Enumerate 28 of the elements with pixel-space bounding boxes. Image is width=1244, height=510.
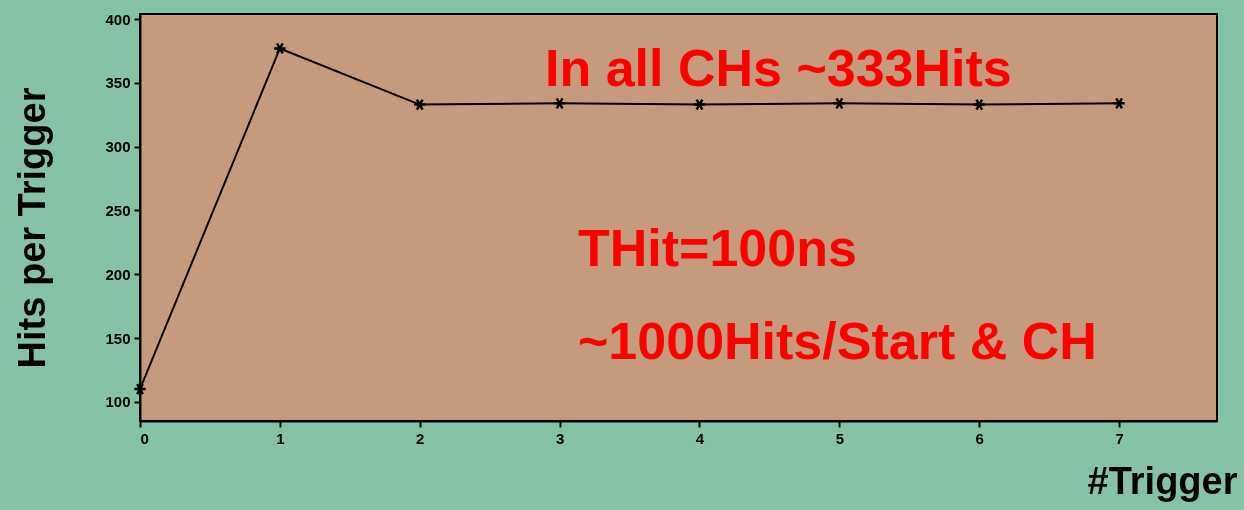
point [1112,97,1127,110]
annotation: THit=100ns [578,219,857,277]
y-tick-label: 400 [105,10,131,28]
y-tick-label: 300 [105,138,131,156]
x-tick-label: 5 [835,429,845,447]
x-tick-label: 4 [695,429,705,447]
annotation: ~1000Hits/Start & CH [578,312,1097,370]
point [412,98,427,111]
point [272,42,287,55]
point [133,382,147,396]
x-tick-label: 6 [975,429,984,447]
point [692,98,707,111]
x-tick-label: 0 [140,429,149,447]
y-tick-label: 200 [105,265,131,283]
x-tick-label: 1 [276,429,285,447]
y-tick-label: 350 [105,74,131,92]
y-tick-label: 150 [105,329,131,347]
y-tick-label: 100 [105,393,131,411]
x-axis-title: #Trigger [1087,459,1238,502]
point [552,97,567,110]
annotation: In all CHs ~333Hits [545,39,1012,97]
y-tick-label: 250 [105,201,131,219]
x-tick-label: 2 [416,429,425,447]
point [972,98,987,111]
x-tick-label: 7 [1115,429,1124,447]
x-tick-label: 3 [555,429,565,447]
point [832,97,847,110]
y-axis-title: Hits per Trigger [10,87,53,369]
